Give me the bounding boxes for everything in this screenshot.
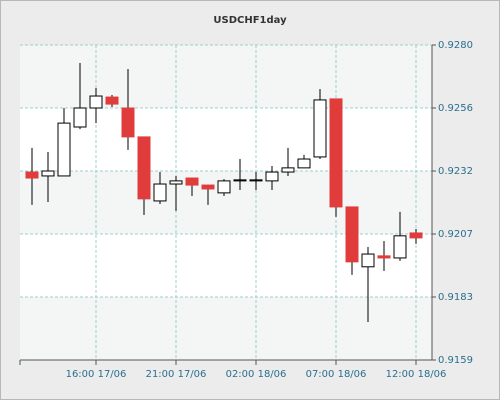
candle-body xyxy=(41,170,55,177)
candle-body xyxy=(217,180,231,194)
y-tick-label: 0.9232 xyxy=(438,166,473,177)
y-tick-label: 0.9280 xyxy=(438,40,473,51)
candle-body xyxy=(185,177,199,186)
candle-body xyxy=(89,95,103,109)
y-tick-label: 0.9256 xyxy=(438,103,473,114)
x-tick-label: 02:00 18/06 xyxy=(226,369,287,380)
y-tick-label: 0.9183 xyxy=(438,292,473,303)
candle-body xyxy=(73,107,87,128)
plot-band xyxy=(20,45,432,108)
x-tick-label: 07:00 18/06 xyxy=(306,369,367,380)
candle-body xyxy=(377,255,391,259)
candle-body xyxy=(281,167,295,173)
y-tick-label: 0.9207 xyxy=(438,229,473,240)
candle-body xyxy=(345,206,359,263)
y-tick-label: 0.9159 xyxy=(438,355,473,366)
candle-body xyxy=(329,98,343,208)
candle-body xyxy=(393,235,407,259)
candle-body xyxy=(153,183,167,202)
candle-body xyxy=(121,107,135,138)
candle-body xyxy=(201,184,215,190)
candle-body xyxy=(249,179,263,182)
x-tick-label: 12:00 18/06 xyxy=(386,369,447,380)
candle-body xyxy=(265,171,279,182)
candle-body xyxy=(57,122,71,177)
candle-body xyxy=(233,179,247,182)
candle-body xyxy=(169,180,183,185)
candle-body xyxy=(297,158,311,169)
candle-body xyxy=(137,136,151,200)
candle-body xyxy=(25,171,39,179)
candle-body xyxy=(361,253,375,268)
candle-body xyxy=(105,96,119,105)
chart-title: USDCHF1day xyxy=(213,15,287,26)
candle-body xyxy=(313,99,327,158)
candle-body xyxy=(409,232,423,239)
plot-band xyxy=(20,297,432,360)
x-tick-label: 21:00 17/06 xyxy=(146,369,207,380)
x-tick-label: 16:00 17/06 xyxy=(66,369,127,380)
